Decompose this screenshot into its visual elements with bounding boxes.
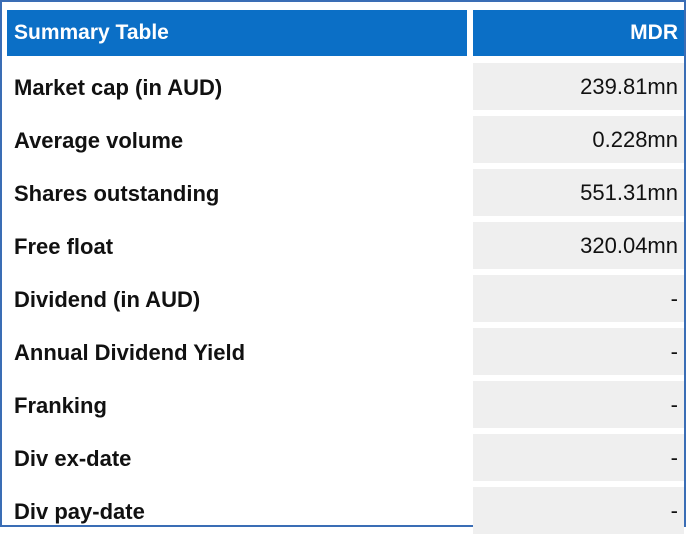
row-label-average-volume: Average volume: [14, 127, 184, 153]
row-label-free-float: Free float: [14, 233, 114, 259]
row-label-div-ex-date: Div ex-date: [14, 445, 132, 471]
row-label-div-pay-date: Div pay-date: [14, 498, 145, 524]
header-ticker: MDR: [473, 10, 684, 56]
row-value-average-volume: 0.228mn: [473, 116, 684, 163]
row-value-franking: -: [473, 381, 684, 428]
row-value-div-ex-date: -: [473, 434, 684, 481]
table-row: Annual Dividend Yield -: [7, 326, 684, 379]
table-row: Dividend (in AUD) -: [7, 273, 684, 326]
row-value-div-pay-date: -: [473, 487, 684, 534]
row-label-annual-dividend-yield: Annual Dividend Yield: [14, 339, 246, 365]
row-value-market-cap: 239.81mn: [473, 63, 684, 110]
summary-table: Summary Table MDR Market cap (in AUD) 23…: [7, 10, 684, 538]
row-value-shares-outstanding: 551.31mn: [473, 169, 684, 216]
table-row: Market cap (in AUD) 239.81mn: [7, 61, 684, 114]
table-row: Free float 320.04mn: [7, 220, 684, 273]
table-row: Div ex-date -: [7, 432, 684, 485]
row-label-shares-outstanding: Shares outstanding: [14, 180, 220, 206]
table-row: Shares outstanding 551.31mn: [7, 167, 684, 220]
row-label-market-cap: Market cap (in AUD): [14, 74, 223, 100]
table-row: Average volume 0.228mn: [7, 114, 684, 167]
table-row: Franking -: [7, 379, 684, 432]
row-value-dividend: -: [473, 275, 684, 322]
table-row: Div pay-date -: [7, 485, 684, 538]
row-label-franking: Franking: [14, 392, 107, 418]
row-value-annual-dividend-yield: -: [473, 328, 684, 375]
table-header-row: Summary Table MDR: [7, 10, 684, 56]
row-value-free-float: 320.04mn: [473, 222, 684, 269]
row-label-dividend: Dividend (in AUD): [14, 286, 201, 312]
header-label: Summary Table: [7, 10, 467, 56]
